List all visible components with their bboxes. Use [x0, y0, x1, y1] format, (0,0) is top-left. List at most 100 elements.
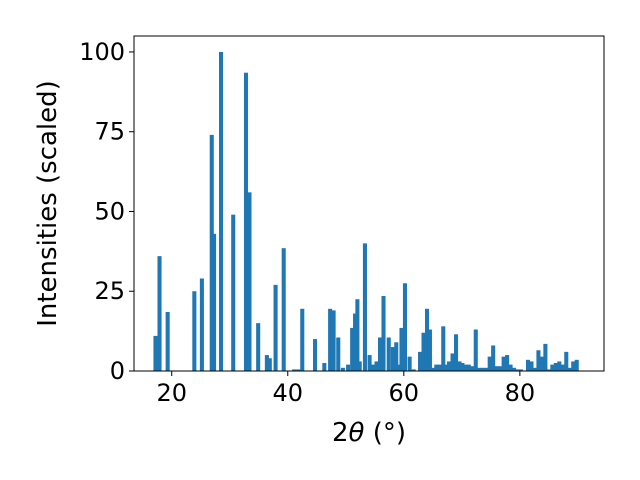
x-tick-label: 80: [505, 379, 536, 407]
bar: [243, 72, 249, 371]
bar: [367, 355, 372, 371]
bar: [567, 367, 572, 371]
bar: [212, 233, 217, 371]
bar: [357, 361, 362, 371]
bar: [386, 337, 391, 371]
bar: [512, 367, 517, 371]
bar: [399, 327, 404, 371]
bar: [407, 356, 412, 371]
bar: [421, 332, 426, 371]
bar: [273, 284, 278, 371]
bar: [553, 363, 558, 371]
bar: [444, 364, 449, 371]
y-tick-label: 50: [94, 197, 125, 225]
bar: [231, 214, 236, 371]
bar: [441, 326, 446, 371]
bar: [463, 364, 468, 371]
bar: [473, 329, 478, 371]
bar: [264, 355, 269, 371]
bar: [508, 364, 513, 371]
bar: [487, 356, 492, 371]
bar: [515, 369, 520, 371]
bar: [505, 355, 510, 371]
bar: [484, 367, 489, 371]
bar: [328, 308, 333, 371]
y-tick-label: 75: [94, 118, 125, 146]
bar: [494, 366, 499, 371]
bar: [466, 364, 471, 371]
bar: [546, 369, 551, 371]
bar: [430, 367, 435, 371]
bar: [411, 369, 416, 371]
bar: [397, 364, 402, 371]
bar: [313, 339, 318, 371]
bars: [153, 51, 579, 371]
y-tick-label: 25: [94, 277, 125, 305]
bar: [402, 283, 407, 371]
bar: [394, 342, 399, 371]
bar: [536, 350, 541, 371]
bar: [560, 364, 565, 371]
x-tick-label: 40: [272, 379, 303, 407]
bar: [574, 359, 579, 371]
x-axis-ticks: 20 40 60 80: [156, 371, 535, 407]
bar: [460, 363, 465, 371]
bar: [300, 308, 305, 371]
bar: [296, 369, 301, 371]
plot-frame: [133, 35, 605, 372]
bar: [281, 248, 286, 371]
bar: [470, 366, 475, 371]
bar: [424, 308, 430, 371]
bar: [371, 364, 376, 371]
bar: [450, 353, 455, 371]
bar: [477, 367, 482, 371]
bar: [355, 299, 360, 371]
y-axis-ticks: 0 25 50 75 100: [79, 38, 134, 385]
bar: [550, 364, 555, 371]
bar: [437, 364, 442, 371]
bar: [165, 311, 170, 371]
bar: [336, 337, 341, 371]
bar: [434, 364, 439, 371]
bar: [543, 343, 548, 371]
bar: [498, 366, 503, 371]
bar: [532, 367, 537, 371]
bar: [192, 291, 197, 371]
x-axis-label-main: 2: [332, 418, 349, 448]
y-tick-label: 0: [110, 357, 125, 385]
bar: [501, 356, 506, 371]
bar: [480, 367, 485, 371]
bar: [557, 361, 562, 371]
bar: [346, 364, 351, 371]
bar: [267, 358, 272, 371]
bar: [322, 363, 327, 371]
bar: [454, 334, 459, 371]
bar: [353, 313, 358, 371]
bar: [247, 192, 252, 371]
bar: [427, 329, 432, 371]
bar: [209, 134, 214, 371]
x-axis-label: 2θ (°): [332, 418, 406, 448]
bar: [377, 337, 383, 371]
bar: [571, 361, 576, 371]
bar: [153, 335, 158, 371]
bar: [374, 361, 379, 371]
bar: [447, 361, 452, 371]
bar: [539, 356, 544, 371]
x-tick-label: 60: [389, 379, 420, 407]
bar: [564, 351, 569, 371]
bar: [362, 243, 367, 371]
bar: [350, 327, 355, 371]
bar: [518, 369, 524, 371]
bar: [457, 361, 462, 371]
bar: [256, 323, 261, 371]
y-axis-label: Intensities (scaled): [33, 80, 63, 327]
bar: [418, 351, 423, 371]
y-tick-label: 100: [79, 38, 125, 66]
bar: [529, 361, 534, 371]
bar: [390, 347, 395, 371]
bar: [491, 345, 496, 371]
bar: [340, 367, 345, 371]
bar: [331, 310, 336, 371]
